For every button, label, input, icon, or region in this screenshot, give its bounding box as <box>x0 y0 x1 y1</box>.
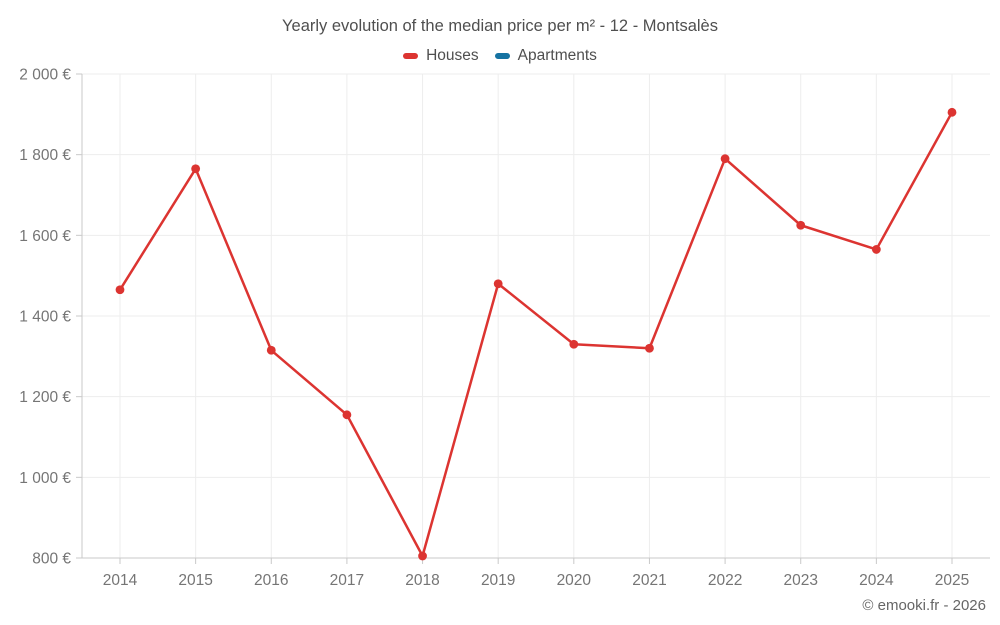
data-point-houses-2022[interactable] <box>720 154 730 164</box>
data-point-houses-2021[interactable] <box>645 343 654 353</box>
x-tick-label: 2017 <box>330 572 364 589</box>
houses-series-swatch-icon <box>403 53 419 59</box>
x-tick-label: 2016 <box>254 572 288 589</box>
series-line-houses <box>118 111 954 558</box>
data-point-houses-2016[interactable] <box>266 345 276 355</box>
data-point-houses-2024[interactable] <box>871 245 881 254</box>
apartments-series-swatch-icon <box>494 53 510 59</box>
legend-item-apartments[interactable]: Apartments <box>494 47 597 65</box>
legend-label-apartments: Apartments <box>517 47 597 64</box>
y-tick-label: 1 200 € <box>19 389 71 406</box>
data-point-houses-2025[interactable] <box>947 107 957 117</box>
y-tick-label: 1 400 € <box>19 309 71 326</box>
x-tick-label: 2025 <box>935 572 969 589</box>
legend-item-houses[interactable]: Houses <box>403 47 479 65</box>
x-tick-label: 2020 <box>557 572 592 589</box>
legend-label-houses: Houses <box>426 47 479 64</box>
data-point-houses-2014[interactable] <box>115 285 125 295</box>
y-tick-label: 2 000 € <box>19 67 71 84</box>
x-tick-label: 2022 <box>708 572 742 589</box>
data-point-houses-2018[interactable] <box>418 551 427 561</box>
y-tick-label: 1 000 € <box>19 470 71 487</box>
data-point-houses-2019[interactable] <box>493 279 503 289</box>
data-point-houses-2015[interactable] <box>191 164 201 174</box>
x-tick-label: 2019 <box>481 572 515 589</box>
data-point-houses-2023[interactable] <box>796 220 806 230</box>
data-point-houses-2020[interactable] <box>569 339 579 349</box>
chart-title: Yearly evolution of the median price per… <box>282 17 718 35</box>
y-tick-label: 1 600 € <box>19 228 71 245</box>
data-point-houses-2017[interactable] <box>342 410 352 420</box>
x-tick-label: 2015 <box>178 572 212 589</box>
x-tick-label: 2018 <box>405 572 439 589</box>
x-tick-label: 2014 <box>103 572 138 589</box>
x-tick-label: 2021 <box>632 572 666 589</box>
y-tick-label: 1 800 € <box>19 147 71 164</box>
x-tick-label: 2023 <box>783 572 817 589</box>
chart-legend: Houses Apartments <box>0 47 1000 65</box>
x-tick-label: 2024 <box>859 572 894 589</box>
copyright-text: © emooki.fr - 2026 <box>862 597 986 614</box>
y-tick-label: 800 € <box>32 551 71 568</box>
